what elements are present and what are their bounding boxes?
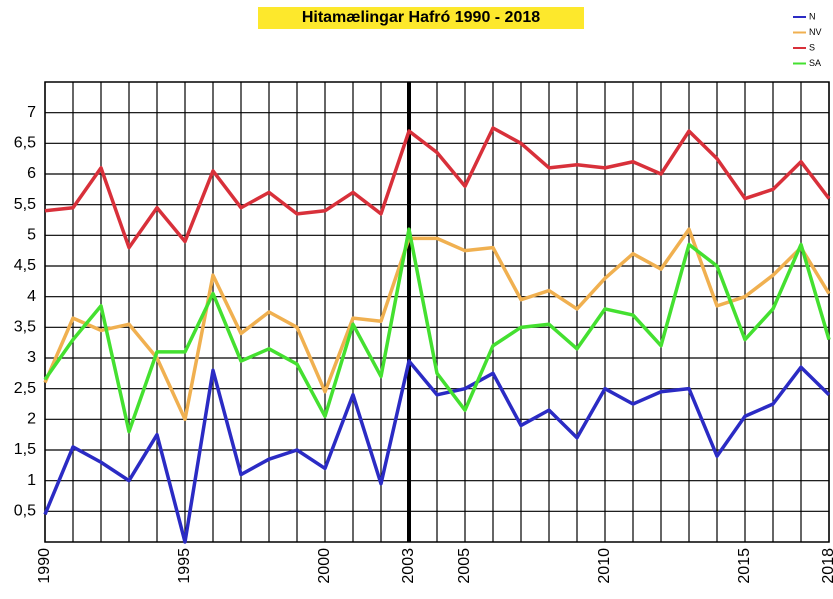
x-tick-label: 1995 <box>176 548 193 584</box>
legend-label: S <box>809 42 815 52</box>
x-tick-label: 2010 <box>596 548 613 584</box>
series-line <box>43 227 831 422</box>
y-tick-label: 6,5 <box>14 135 36 152</box>
series-line <box>44 126 831 250</box>
series-line <box>43 359 831 544</box>
y-tick-label: 5 <box>27 227 36 244</box>
x-tick-label: 2000 <box>316 548 333 584</box>
y-tick-label: 4 <box>27 288 36 305</box>
y-tick-label: 6 <box>27 165 36 182</box>
x-tick-label: 2003 <box>400 548 417 584</box>
chart-title: Hitamælingar Hafró 1990 - 2018 <box>302 9 540 26</box>
y-tick-label: 2 <box>27 411 36 428</box>
y-tick-label: 2,5 <box>14 380 36 397</box>
legend-label: N <box>809 11 816 21</box>
y-tick-label: 1 <box>27 472 36 489</box>
legend-label: SA <box>809 58 821 68</box>
legend-label: NV <box>809 27 822 37</box>
y-tick-label: 5,5 <box>14 196 36 213</box>
y-tick-label: 3 <box>27 349 36 366</box>
series-line <box>43 227 831 434</box>
y-tick-label: 7 <box>27 104 36 121</box>
y-tick-label: 1,5 <box>14 441 36 458</box>
x-tick-label: 2018 <box>820 548 833 584</box>
title-background <box>258 7 584 29</box>
y-tick-label: 0,5 <box>14 503 36 520</box>
x-tick-label: 2015 <box>736 548 753 584</box>
y-tick-label: 4,5 <box>14 257 36 274</box>
x-tick-label: 1990 <box>36 548 53 584</box>
y-tick-label: 3,5 <box>14 319 36 336</box>
x-tick-label: 2005 <box>456 548 473 584</box>
